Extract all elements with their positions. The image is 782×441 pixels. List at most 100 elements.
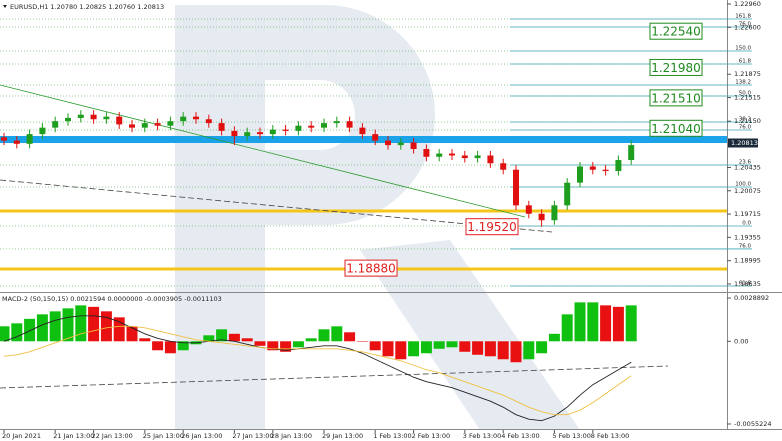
x-tick-label: 22 Jan 13:00: [92, 432, 133, 440]
macd-bar: [49, 311, 61, 342]
target-box: [649, 58, 703, 76]
x-tick-label: 20 Jan 2021: [2, 432, 41, 440]
x-tick-label: 2 Feb 13:00: [412, 432, 451, 440]
macd-bar: [254, 341, 266, 346]
y-tick-label: 1.22600: [734, 23, 761, 31]
candle-body: [525, 205, 532, 214]
macd-bar: [36, 314, 48, 342]
candle-body: [103, 116, 110, 120]
candle-body: [589, 166, 596, 170]
y-tick-label: 1.21515: [734, 94, 761, 102]
candle-body: [423, 149, 430, 157]
macd-trend-line: [0, 365, 669, 389]
chart-header: EURUSD,H1 1.20780 1.20825 1.20760 1.2081…: [10, 3, 164, 11]
candle-body: [372, 134, 379, 141]
y-tick-label: 1.19715: [734, 210, 761, 218]
macd-bar: [241, 338, 253, 342]
candle-body: [385, 140, 391, 146]
y-tick-label: 0.00: [734, 337, 748, 345]
fib-ratio: 76.0: [739, 124, 752, 130]
macd-bar: [152, 341, 164, 351]
macd-bar: [177, 341, 189, 351]
macd-bar: [459, 341, 471, 352]
fib-ratio: 76.0: [739, 21, 752, 27]
target-label: 1.21040: [651, 122, 701, 136]
candle-body: [244, 132, 251, 137]
candle-body: [65, 117, 71, 122]
y-tick-label: 1.22960: [734, 0, 761, 8]
candle-body: [282, 129, 289, 131]
macd-bar: [446, 341, 458, 348]
watermark: [175, 5, 580, 430]
macd-bar: [75, 305, 87, 342]
macd-bar: [587, 302, 599, 342]
candle-body: [295, 125, 302, 131]
candle-body: [231, 130, 238, 137]
candle-body: [193, 116, 199, 120]
macd-bar: [280, 341, 292, 352]
candle-body: [449, 153, 455, 156]
candle-body: [551, 205, 558, 221]
macd-bar: [484, 341, 496, 357]
x-tick-label: 25 Jan 13:00: [143, 432, 184, 440]
current-price-box: [728, 138, 758, 148]
trend-line: [0, 84, 526, 218]
macd-bar: [164, 341, 176, 354]
candle-body: [1, 137, 7, 141]
trend-line: [0, 179, 553, 233]
menu-arrow[interactable]: [3, 5, 7, 8]
macd-bar: [126, 326, 138, 342]
candle-body: [308, 125, 315, 128]
y-tick-label: 1.20435: [734, 163, 761, 171]
macd-bar: [536, 341, 548, 354]
fib-ratio: 161.8: [735, 14, 751, 20]
candle-body: [487, 155, 494, 164]
macd-bar: [305, 338, 317, 342]
candle-body: [513, 169, 519, 206]
x-tick-label: 8 Feb 13:00: [591, 432, 630, 440]
x-tick-label: 26 Jan 13:00: [181, 432, 222, 440]
macd-bar: [574, 302, 586, 342]
y-tick-label: 0.0028892: [734, 294, 769, 302]
candle-body: [141, 123, 148, 128]
macd-bar: [228, 333, 240, 342]
fib-ratio: 61.8: [739, 280, 752, 286]
fib-ratio: 38.2: [739, 117, 751, 123]
candle-body: [474, 155, 481, 159]
macd-bar: [267, 341, 279, 351]
current-price: 1.20813: [731, 139, 758, 147]
macd-bar: [420, 341, 432, 354]
macd-bar: [472, 341, 484, 355]
target-label: 1.19520: [467, 220, 517, 234]
macd-bar: [433, 341, 445, 349]
macd-bar: [625, 305, 637, 342]
resistance-band: [0, 136, 727, 143]
candle-body: [436, 153, 443, 157]
macd-bar: [548, 333, 560, 342]
macd-bar: [408, 341, 420, 357]
candle-body: [577, 166, 583, 183]
x-tick-label: 3 Feb 13:00: [463, 432, 502, 440]
target-label: 1.21980: [651, 61, 701, 75]
fib-ratio: 61.8: [739, 59, 752, 65]
macd-bar: [510, 341, 522, 363]
candle-body: [180, 116, 187, 122]
target-box: [649, 119, 703, 137]
target-box: [649, 22, 703, 40]
fib-ratio: 100.0: [735, 182, 751, 188]
candle-body: [615, 160, 622, 172]
candle-body: [564, 182, 571, 206]
macd-bar: [356, 341, 368, 342]
candle-body: [602, 169, 609, 172]
macd-bar: [600, 305, 612, 342]
fib-ratio: 0.0: [742, 220, 751, 226]
candle-body: [500, 163, 507, 170]
macd-bar: [216, 329, 228, 342]
candle-body: [359, 127, 366, 135]
fib-ratio: 50.0: [739, 90, 752, 96]
candle-body: [205, 119, 212, 124]
fib-ratio: 138.2: [735, 79, 751, 85]
macd-line: [3, 325, 632, 416]
fib-ratio: 76.0: [739, 243, 752, 249]
